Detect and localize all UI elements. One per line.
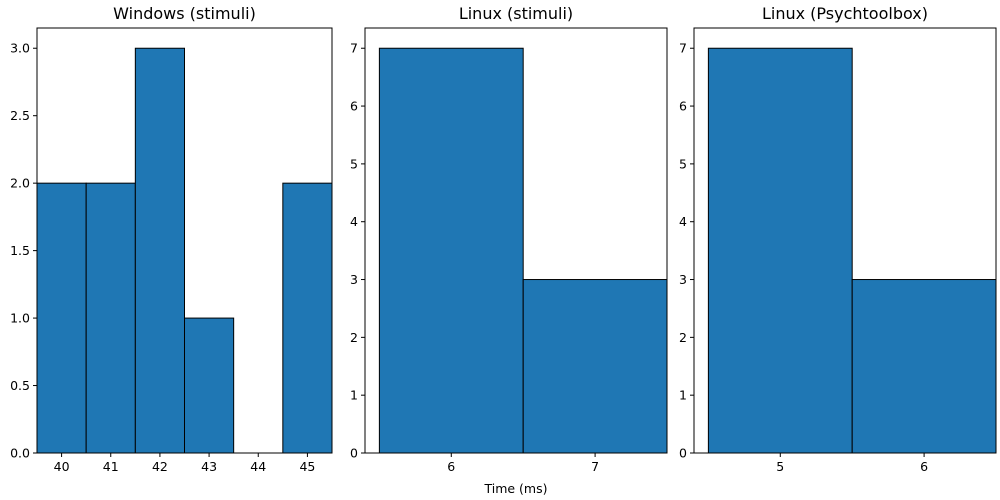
histogram-bar — [522, 279, 668, 454]
y-tick-label: 3 — [679, 272, 687, 287]
x-tick-label: 7 — [591, 459, 599, 474]
x-tick-label: 41 — [103, 459, 119, 474]
axes-frame — [693, 27, 997, 454]
axes-frame — [364, 27, 668, 454]
histogram-bar — [378, 47, 524, 454]
y-tick-label: 0.0 — [10, 446, 30, 461]
y-tick-label: 1.0 — [10, 311, 30, 326]
chart-panel-1: 40 41 42 43 44 45 0.0 0.5 1.0 1.5 2.0 2.5 3.0 Windows… — [10, 4, 333, 474]
y-tick-label: 7 — [679, 41, 687, 56]
x-axis-label: Time (ms) — [483, 481, 547, 496]
y-tick-label: 1 — [350, 388, 358, 403]
chart-panel-2: 6 7 0 1 2 3 4 5 6 7 Linux (stimuli) Time (ms) — [350, 4, 668, 496]
y-tick-label: 3 — [350, 272, 358, 287]
y-tick-label: 0.5 — [10, 378, 30, 393]
x-tick-label: 45 — [299, 459, 315, 474]
x-tick-label: 44 — [250, 459, 266, 474]
chart-title: Linux (Psychtoolbox) — [762, 4, 928, 23]
histogram-bar — [851, 279, 997, 454]
chart-panel-3: 5 6 0 1 2 3 4 5 6 7 Linux (Psychtoolbox) — [679, 4, 997, 474]
y-tick-label: 6 — [679, 99, 687, 114]
y-tick-label: 2.0 — [10, 176, 30, 191]
y-tick-label: 0 — [679, 446, 687, 461]
y-tick-label: 6 — [350, 99, 358, 114]
y-tick-label: 3.0 — [10, 41, 30, 56]
histogram-bar — [707, 47, 853, 454]
histogram-bar — [134, 47, 185, 454]
histogram-bar — [36, 182, 87, 454]
histogram-bar — [184, 317, 235, 454]
y-tick-label: 7 — [350, 41, 358, 56]
y-tick-label: 5 — [350, 156, 358, 171]
y-tick-label: 2 — [350, 330, 358, 345]
x-tick-label: 40 — [54, 459, 70, 474]
histogram-bar — [85, 182, 136, 454]
x-tick-label: 42 — [152, 459, 168, 474]
y-tick-label: 0 — [350, 446, 358, 461]
y-tick-label: 5 — [679, 156, 687, 171]
x-tick-label: 43 — [201, 459, 217, 474]
y-tick-label: 1.5 — [10, 243, 30, 258]
axes-frame — [36, 27, 333, 454]
y-tick-label: 4 — [679, 214, 687, 229]
x-tick-label: 6 — [447, 459, 455, 474]
histogram-bar — [282, 182, 333, 454]
y-tick-label: 4 — [350, 214, 358, 229]
chart-title: Windows (stimuli) — [113, 4, 256, 23]
chart-title: Linux (stimuli) — [459, 4, 573, 23]
x-tick-label: 5 — [776, 459, 784, 474]
x-tick-label: 6 — [920, 459, 928, 474]
y-tick-label: 1 — [679, 388, 687, 403]
y-tick-label: 2.5 — [10, 108, 30, 123]
y-tick-label: 2 — [679, 330, 687, 345]
